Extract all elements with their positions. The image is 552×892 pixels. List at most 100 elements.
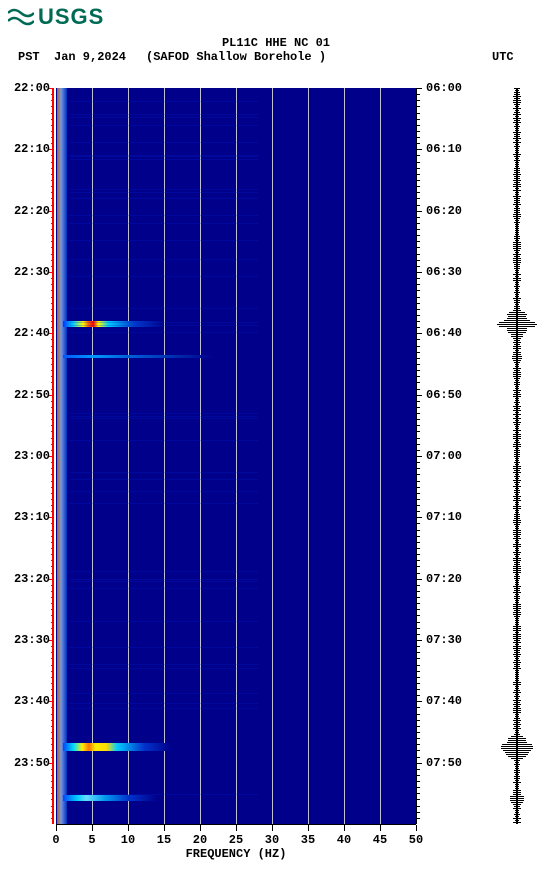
seismo-sample [507,742,526,743]
seismo-sample [513,606,520,607]
seismo-sample [515,398,520,399]
x-tick [272,825,273,831]
seismo-sample [513,410,520,411]
y-minor-tick-right [417,658,420,659]
seismo-sample [515,380,520,381]
seismo-sample [514,88,520,89]
y-minor-tick-right [417,303,420,304]
seismo-sample [515,716,519,717]
y-label-right: 07:20 [426,572,470,586]
y-minor-tick-right [417,94,420,95]
seismo-sample [514,536,519,537]
seismo-sample [515,412,519,413]
y-minor-tick-left [51,499,54,500]
seismo-sample [513,818,521,819]
seismo-sample [513,628,521,629]
seismo-sample [514,168,520,169]
y-minor-tick-left [51,100,54,101]
y-minor-tick-right [417,241,420,242]
seismo-sample [513,544,522,545]
y-minor-tick-left [51,309,54,310]
y-tick-right [417,149,422,150]
seismo-sample [514,202,520,203]
y-minor-tick-right [417,474,420,475]
noise-streak [70,159,257,160]
seismo-sample [514,760,521,761]
y-minor-tick-left [51,290,54,291]
noise-streak [70,579,257,580]
y-minor-tick-right [417,192,420,193]
seismo-sample [515,386,518,387]
seismo-sample [513,466,522,467]
x-tick [236,825,237,831]
seismo-sample [515,730,519,731]
y-minor-tick-left [51,303,54,304]
seismo-sample [515,688,519,689]
seismo-sample [515,574,519,575]
y-minor-tick-right [417,665,420,666]
y-minor-tick-left [51,597,54,598]
y-minor-tick-right [417,646,420,647]
noise-streak [70,125,257,126]
spectral-event [63,795,157,801]
seismo-sample [514,212,521,213]
y-minor-tick-right [417,499,420,500]
seismo-sample [514,198,520,199]
seismo-sample [513,712,520,713]
date-label: Jan 9,2024 [54,50,146,64]
y-minor-tick-right [417,652,420,653]
y-minor-tick-right [417,511,420,512]
y-minor-tick-left [51,407,54,408]
y-label-left: 22:50 [6,388,50,402]
seismo-sample [513,642,521,643]
y-label-left: 23:10 [6,510,50,524]
y-minor-tick-right [417,352,420,353]
y-minor-tick-left [51,757,54,758]
seismo-sample [515,676,520,677]
seismo-sample [513,720,522,721]
seismo-sample [514,120,520,121]
seismo-sample [513,132,520,133]
y-minor-tick-left [51,168,54,169]
y-minor-tick-left [51,671,54,672]
seismo-sample [507,314,528,315]
y-minor-tick-right [417,168,420,169]
x-axis-title: FREQUENCY (HZ) [186,847,287,861]
seismo-sample [514,476,520,477]
noise-streak [70,440,257,441]
seismo-sample [508,332,525,333]
seismo-sample [513,190,522,191]
y-minor-tick-left [51,358,54,359]
usgs-logo: USGS [8,4,104,30]
seismo-sample [515,672,519,673]
y-minor-tick-right [417,683,420,684]
seismo-sample [514,498,521,499]
seismo-sample [514,442,520,443]
y-minor-tick-right [417,487,420,488]
y-label-right: 06:40 [426,326,470,340]
seismo-sample [513,354,520,355]
seismo-sample [515,504,518,505]
y-minor-tick-right [417,689,420,690]
seismo-sample [515,432,519,433]
seismo-sample [509,312,525,313]
seismo-sample [515,732,520,733]
y-minor-tick-left [51,284,54,285]
y-minor-tick-right [417,750,420,751]
y-minor-tick-right [417,757,420,758]
seismo-sample [515,494,520,495]
seismo-sample [513,248,521,249]
seismo-sample [513,216,520,217]
seismo-sample [515,632,519,633]
noise-streak [70,215,257,216]
y-minor-tick-left [51,812,54,813]
x-tick [56,825,57,831]
y-minor-tick-left [51,750,54,751]
y-label-right: 06:20 [426,204,470,218]
noise-streak [70,332,257,333]
seismo-sample [513,700,520,701]
seismo-sample [514,640,520,641]
seismo-sample [510,798,524,799]
seismo-sample [514,564,521,565]
seismo-sample [508,316,527,317]
